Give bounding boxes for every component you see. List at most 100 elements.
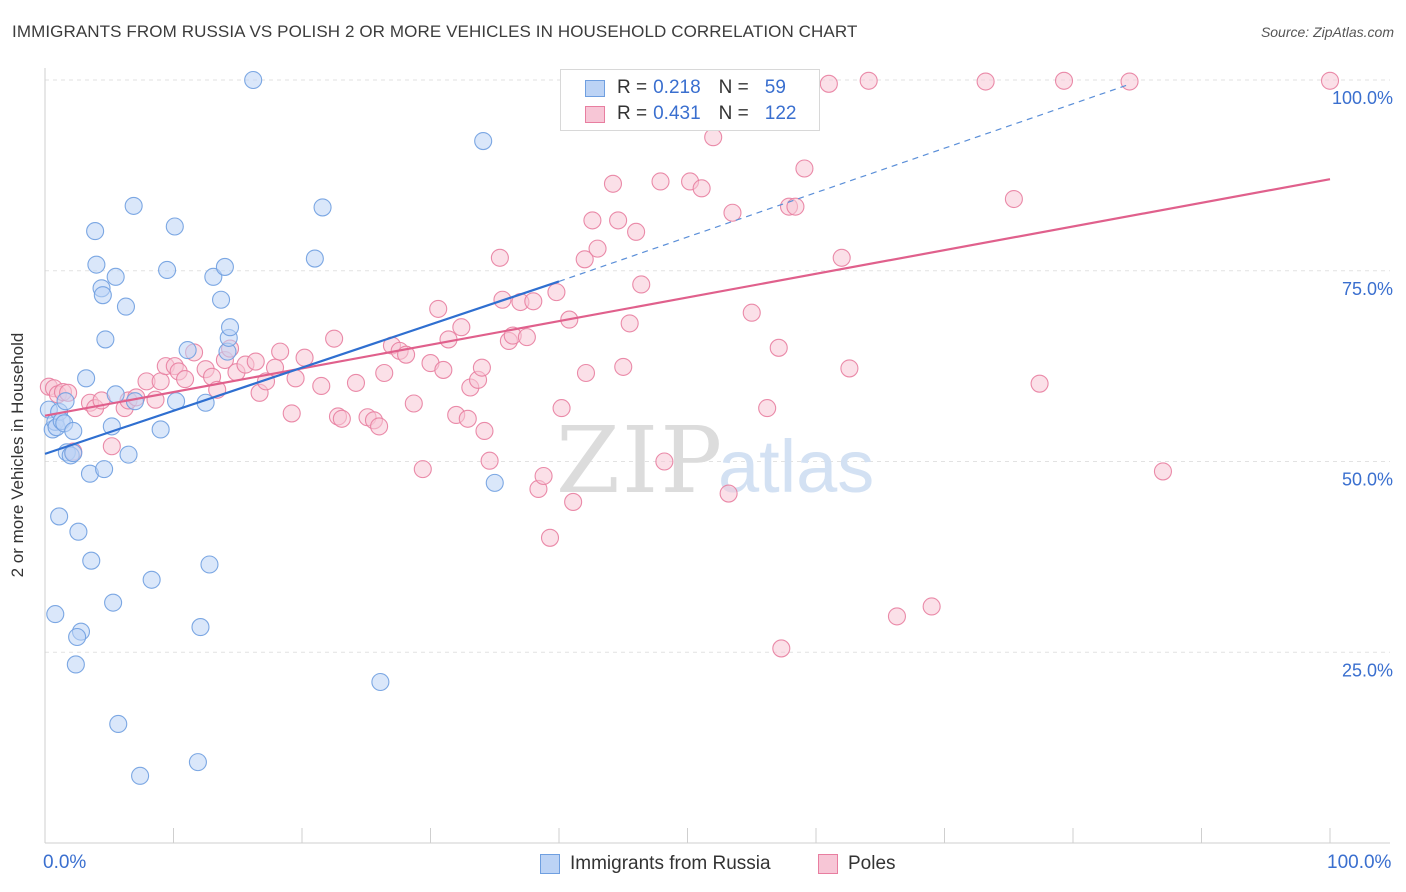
data-point	[50, 507, 69, 526]
data-point	[178, 341, 197, 360]
bottom-legend-swatch-russia	[540, 854, 560, 874]
y-tick-label: 100.0%	[1332, 88, 1393, 108]
data-point	[547, 283, 566, 302]
data-point	[95, 460, 114, 479]
data-point	[795, 159, 814, 178]
data-point	[93, 286, 112, 305]
trend-line-poles	[44, 178, 1331, 417]
data-point	[583, 211, 602, 230]
data-point	[576, 363, 596, 383]
chart-title: IMMIGRANTS FROM RUSSIA VS POLISH 2 OR MO…	[12, 22, 858, 41]
legend-n-value: 59	[764, 77, 786, 98]
data-point	[124, 196, 143, 215]
data-point	[102, 437, 121, 456]
data-point	[609, 211, 628, 230]
data-point	[627, 222, 646, 241]
data-point	[77, 369, 96, 388]
data-point	[46, 605, 65, 624]
data-point	[692, 179, 711, 198]
data-point	[188, 753, 207, 772]
data-point	[632, 275, 651, 294]
y-tick-label: 75.0%	[1342, 279, 1393, 299]
data-point	[371, 672, 390, 692]
data-points	[39, 70, 1340, 785]
data-point	[564, 492, 583, 511]
data-point	[524, 292, 543, 311]
bottom-legend-label-poles: Poles	[848, 853, 896, 874]
data-point	[786, 197, 805, 216]
data-point	[131, 766, 150, 785]
data-point	[575, 250, 594, 269]
x-tick-label-min: 0.0%	[43, 852, 87, 873]
data-point	[1153, 462, 1172, 481]
data-point	[271, 342, 290, 361]
data-point	[588, 239, 607, 258]
data-point	[429, 299, 448, 318]
legend-n-value: 122	[764, 103, 797, 124]
data-point	[87, 255, 106, 274]
data-point	[176, 370, 195, 389]
data-point	[305, 249, 324, 268]
data-point	[655, 452, 674, 471]
data-point	[475, 421, 494, 441]
data-point	[106, 385, 125, 404]
data-point	[82, 551, 101, 570]
bottom-legend-label-russia: Immigrants from Russia	[570, 853, 771, 874]
data-point	[370, 417, 389, 436]
data-point	[116, 297, 136, 316]
data-point	[151, 372, 170, 391]
data-point	[244, 70, 263, 90]
series-poles	[39, 71, 1340, 658]
data-point	[490, 248, 509, 267]
data-point	[819, 74, 838, 93]
data-point	[404, 394, 423, 413]
legend-row-poles: R = 0.431 N = 122	[585, 103, 796, 125]
watermark-atlas: atlas	[718, 425, 874, 508]
data-point	[64, 421, 83, 441]
data-point	[142, 570, 161, 589]
data-point	[922, 597, 941, 616]
bottom-legend-russia: Immigrants from Russia	[540, 852, 771, 876]
data-point	[151, 420, 170, 439]
legend-r-value: 0.431	[653, 103, 701, 124]
data-point	[534, 466, 553, 486]
data-point	[246, 352, 265, 371]
axes	[44, 68, 1390, 844]
data-point	[474, 131, 493, 151]
data-point	[211, 290, 231, 309]
source-label: Source: ZipAtlas.com	[1260, 24, 1394, 40]
y-tick-label: 25.0%	[1342, 660, 1393, 680]
legend-row-russia: R = 0.218 N = 59	[585, 77, 786, 99]
data-point	[56, 392, 75, 411]
data-point	[758, 399, 777, 418]
data-point	[1030, 374, 1049, 393]
data-point	[375, 363, 394, 383]
data-point	[719, 484, 738, 503]
data-point	[976, 72, 995, 91]
legend-r-label: R =	[617, 77, 648, 98]
trend-line-russia	[44, 280, 560, 455]
data-point	[165, 217, 184, 236]
data-point	[434, 360, 453, 379]
data-point	[66, 655, 85, 674]
data-point	[603, 174, 623, 193]
data-point	[540, 528, 560, 547]
data-point	[480, 451, 499, 470]
data-point	[313, 198, 332, 217]
data-point	[769, 338, 788, 357]
legend-swatch-russia	[585, 79, 605, 97]
data-point	[832, 248, 851, 267]
trend-lines	[44, 83, 1331, 455]
data-point	[86, 222, 105, 241]
y-axis-label: 2 or more Vehicles in Household	[8, 332, 27, 578]
data-point	[346, 373, 366, 392]
y-tick-labels: 25.0% 50.0% 75.0% 100.0%	[1332, 88, 1393, 680]
data-point	[517, 328, 536, 347]
data-point	[96, 330, 115, 349]
data-point	[68, 627, 87, 647]
data-point	[104, 593, 123, 612]
data-point	[452, 318, 471, 337]
data-point	[1120, 72, 1139, 91]
data-point	[620, 314, 639, 333]
data-point	[1004, 189, 1023, 209]
